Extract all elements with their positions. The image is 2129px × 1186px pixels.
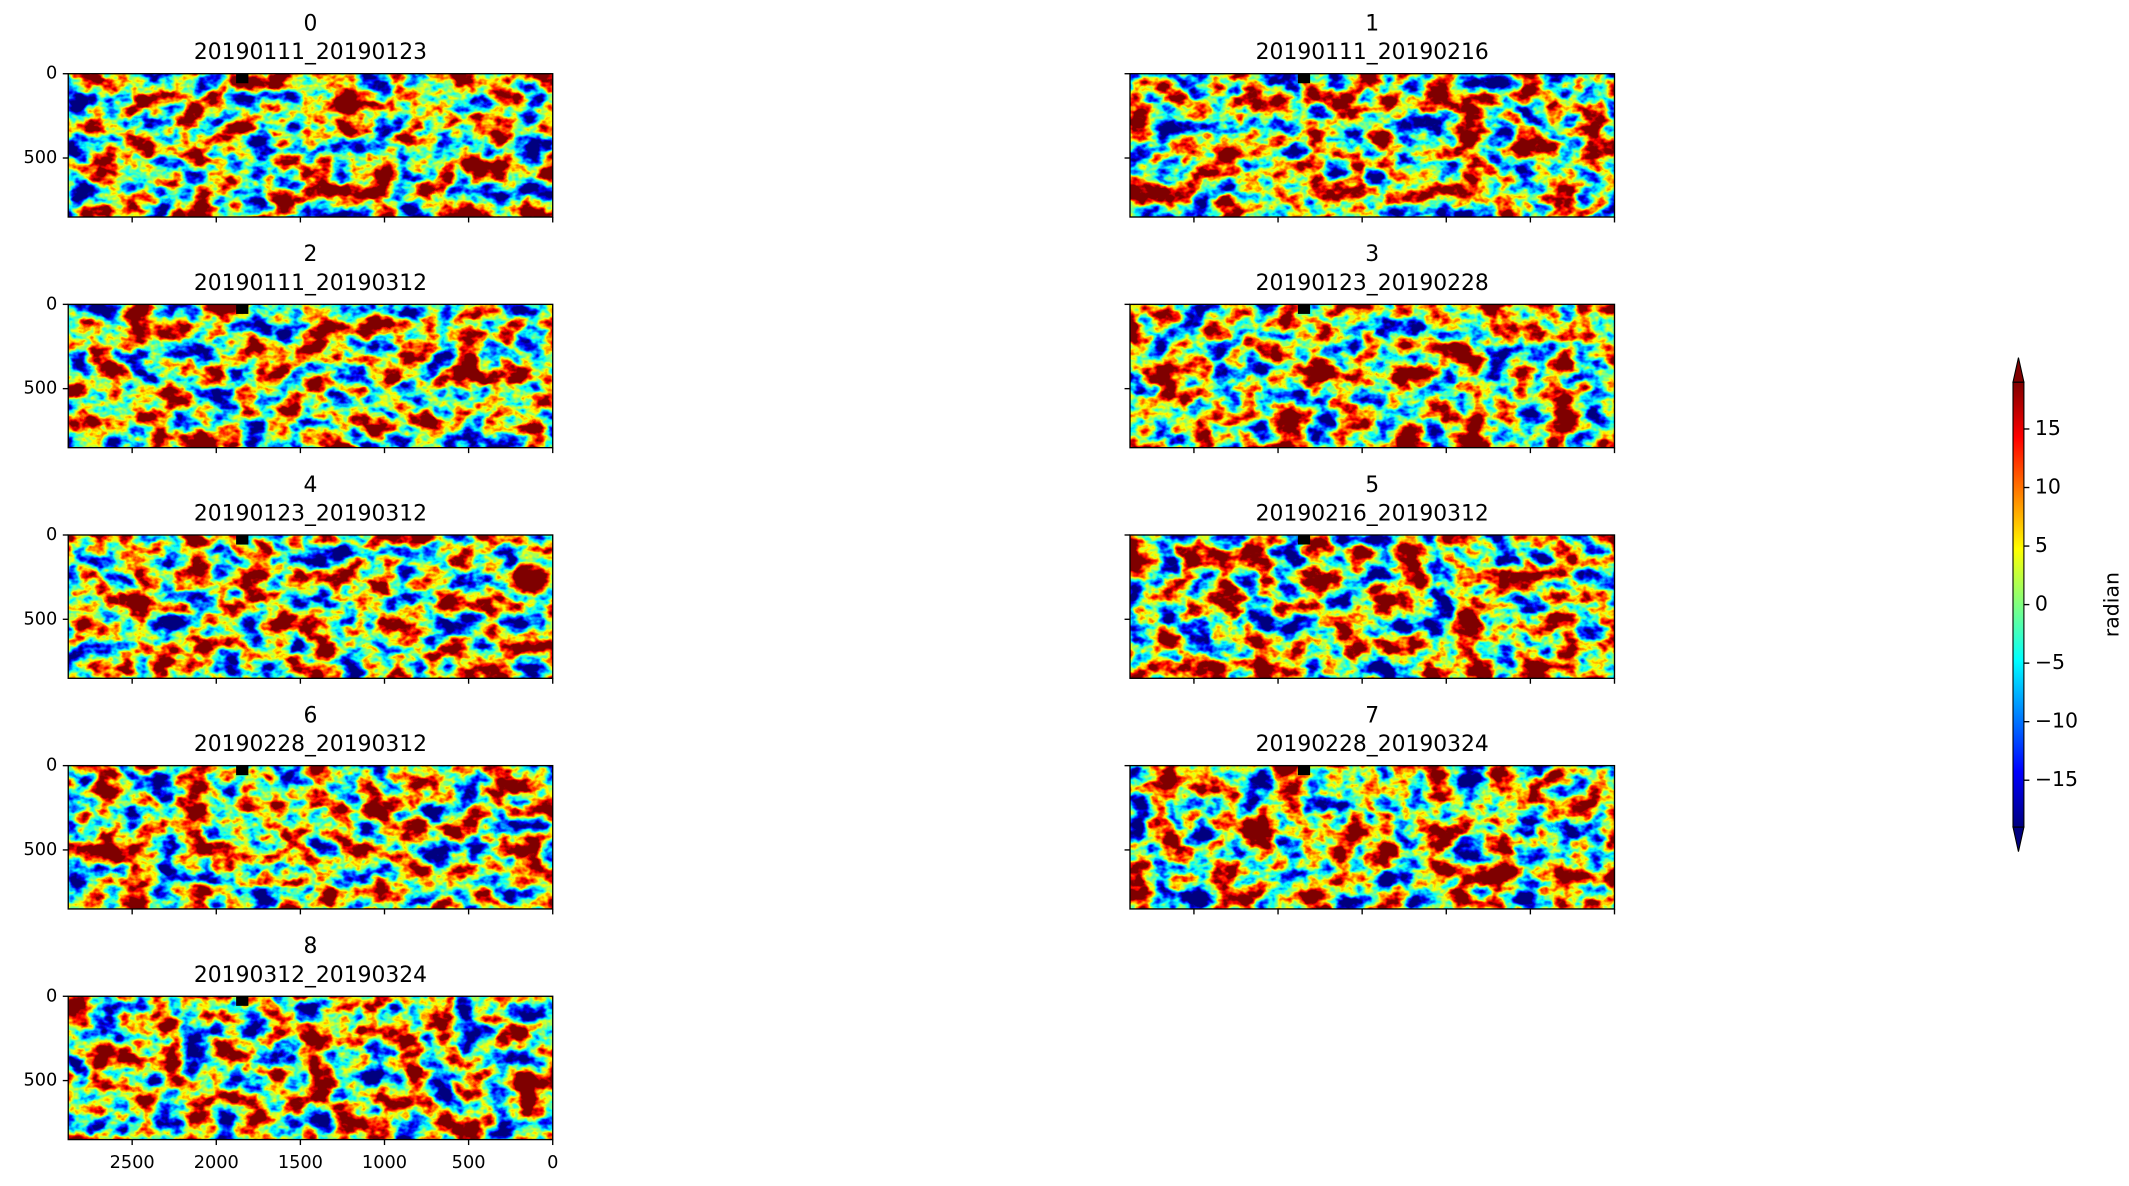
panel-subtitle: 20190111_20190216 bbox=[1256, 40, 1489, 65]
reference-point bbox=[236, 304, 249, 314]
y-tick-label: 500 bbox=[23, 840, 57, 860]
panel: 6 20190228_20190312 0 500 bbox=[23, 704, 554, 915]
panel: 0 20190111_20190123 0 500 bbox=[23, 12, 554, 223]
panel-subtitle: 20190216_20190312 bbox=[1256, 502, 1489, 527]
axes-frame bbox=[67, 534, 554, 679]
colorbar-extend-max bbox=[2012, 357, 2025, 383]
x-tick-label: 2000 bbox=[194, 1153, 239, 1173]
colorbar-tick-label: 15 bbox=[2035, 416, 2061, 440]
colorbar: −15 −10 −5 0 5 10 15 radian bbox=[2012, 357, 2124, 852]
colorbar-extend-min bbox=[2012, 826, 2025, 852]
y-tick-label: 500 bbox=[23, 609, 57, 629]
panel: 7 20190228_20190324 bbox=[1124, 704, 1616, 915]
axes-frame bbox=[1129, 534, 1616, 679]
panel: 1 20190111_20190216 bbox=[1124, 12, 1616, 223]
panel-title: 7 bbox=[1365, 704, 1379, 729]
panel-title: 4 bbox=[304, 473, 318, 498]
axes-frame bbox=[67, 73, 554, 218]
reference-point bbox=[1297, 534, 1311, 545]
panel: 3 20190123_20190228 bbox=[1124, 242, 1616, 454]
x-tick-label: 0 bbox=[547, 1153, 558, 1173]
panel-title: 6 bbox=[304, 704, 318, 729]
axes-frame bbox=[67, 995, 554, 1141]
reference-point bbox=[236, 765, 249, 776]
y-tick-label: 0 bbox=[46, 756, 57, 776]
heatmap-image bbox=[1130, 73, 1615, 218]
axes-frame bbox=[67, 764, 554, 910]
panel: 4 20190123_20190312 0 500 bbox=[23, 473, 554, 684]
panel-title: 8 bbox=[304, 934, 318, 959]
heatmap-image bbox=[68, 304, 553, 448]
panel: 8 20190312_20190324 0 500 2500 2000 1500 1000 50… bbox=[23, 934, 558, 1173]
panel-title: 0 bbox=[304, 12, 318, 37]
panel-title: 3 bbox=[1365, 242, 1379, 267]
colorbar-label: radian bbox=[2100, 572, 2124, 637]
heatmap-image bbox=[68, 996, 553, 1140]
y-tick-label: 0 bbox=[46, 525, 57, 545]
x-tick-label: 500 bbox=[452, 1153, 486, 1173]
panel-title: 2 bbox=[304, 242, 318, 267]
heatmap-image bbox=[68, 73, 553, 218]
heatmap-image bbox=[68, 534, 553, 679]
y-tick-label: 500 bbox=[23, 1071, 57, 1091]
heatmap-image bbox=[1130, 765, 1615, 909]
axes-frame bbox=[1129, 764, 1616, 910]
colorbar-tick-label: −10 bbox=[2035, 709, 2078, 733]
panel-subtitle: 20190228_20190324 bbox=[1256, 732, 1489, 757]
panel-subtitle: 20190123_20190312 bbox=[194, 502, 427, 527]
panel-subtitle: 20190111_20190123 bbox=[194, 40, 427, 65]
y-tick-label: 0 bbox=[46, 64, 57, 84]
y-tick-label: 0 bbox=[46, 294, 57, 314]
y-tick-label: 0 bbox=[46, 986, 57, 1006]
colorbar-body bbox=[2012, 382, 2024, 828]
x-tick-label: 2500 bbox=[110, 1153, 155, 1173]
panel-title: 5 bbox=[1365, 473, 1379, 498]
axes-frame bbox=[67, 303, 554, 449]
colorbar-tick-label: 10 bbox=[2035, 475, 2061, 499]
panel: 5 20190216_20190312 bbox=[1124, 473, 1616, 684]
panel-subtitle: 20190228_20190312 bbox=[194, 732, 427, 757]
panel-subtitle: 20190312_20190324 bbox=[194, 963, 427, 988]
colorbar-tick-label: −5 bbox=[2035, 650, 2065, 674]
reference-point bbox=[236, 996, 249, 1006]
panel-title: 1 bbox=[1365, 12, 1379, 37]
x-tick-label: 1000 bbox=[362, 1153, 407, 1173]
panel-subtitle: 20190111_20190312 bbox=[194, 271, 427, 296]
axes-frame bbox=[1129, 73, 1616, 218]
x-tick-label: 1500 bbox=[278, 1153, 323, 1173]
heatmap-image bbox=[1130, 304, 1615, 448]
heatmap-image bbox=[1130, 534, 1615, 679]
colorbar-tick-label: 0 bbox=[2035, 592, 2048, 616]
colorbar-tick-label: 5 bbox=[2035, 533, 2048, 557]
heatmap-image bbox=[68, 765, 553, 909]
reference-point bbox=[1297, 765, 1311, 776]
reference-point bbox=[1297, 73, 1311, 84]
panel: 2 20190111_20190312 0 500 bbox=[23, 242, 554, 454]
axes-frame bbox=[1129, 303, 1616, 449]
colorbar-tick-label: −15 bbox=[2035, 767, 2078, 791]
reference-point bbox=[236, 73, 249, 84]
panel-subtitle: 20190123_20190228 bbox=[1256, 271, 1489, 296]
y-tick-label: 500 bbox=[23, 148, 57, 168]
reference-point bbox=[1297, 304, 1311, 314]
reference-point bbox=[236, 534, 249, 545]
y-tick-label: 500 bbox=[23, 379, 57, 399]
